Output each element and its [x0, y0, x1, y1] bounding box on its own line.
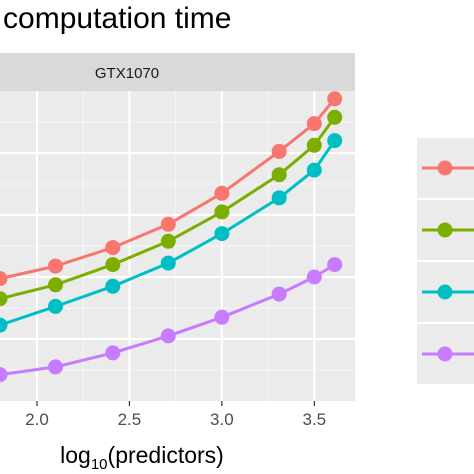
series-point [327, 91, 343, 107]
series-point [48, 277, 63, 293]
legend-key-point [437, 222, 453, 238]
series-point [48, 359, 63, 375]
legend-key-3 [417, 262, 474, 322]
series-point [306, 162, 322, 178]
series-point [306, 116, 322, 132]
x-tick-label: 2.5 [118, 410, 142, 429]
series-point [48, 258, 63, 274]
x-tick-label: 2.0 [25, 410, 49, 429]
series-layer [0, 91, 343, 383]
series-point [214, 309, 230, 325]
series-point [214, 226, 230, 242]
series-3 [0, 133, 343, 333]
series-2 [0, 109, 343, 307]
series-point [214, 185, 230, 201]
series-point [0, 291, 8, 307]
series-point [327, 257, 343, 273]
panel-strip [0, 53, 355, 91]
series-4 [0, 257, 343, 383]
legend-key-point [437, 160, 453, 176]
series-point [0, 271, 8, 287]
series-point [160, 233, 176, 249]
panel-strip-label: GTX1070 [95, 65, 159, 82]
chart-title: o computation time [0, 2, 231, 35]
x-tick-label: 3.5 [303, 410, 327, 429]
series-point [271, 286, 287, 302]
x-axis-title: log10(predictors) [60, 442, 224, 473]
legend-key-point [437, 346, 453, 362]
x-axis-ticks: 2.0 2.5 3.0 3.5 [25, 401, 326, 429]
series-line [0, 116, 336, 301]
series-point [160, 255, 176, 271]
legend [417, 138, 474, 384]
series-point [105, 257, 121, 273]
series-point [0, 317, 8, 333]
series-point [0, 367, 8, 383]
x-axis-title-rest: (predictors) [108, 442, 224, 468]
series-point [327, 133, 343, 149]
legend-key-point [437, 284, 453, 300]
series-point [105, 278, 121, 294]
series-point [105, 240, 121, 256]
legend-key-1 [417, 138, 474, 198]
x-axis-title-subscript: 10 [91, 456, 108, 473]
series-point [271, 143, 287, 159]
series-point [48, 298, 63, 314]
series-point [271, 167, 287, 183]
legend-key-4 [417, 324, 474, 384]
series-point [214, 204, 230, 220]
series-1 [0, 91, 343, 287]
x-tick-label: 3.0 [210, 410, 234, 429]
series-point [105, 345, 121, 361]
series-point [160, 216, 176, 232]
series-point [327, 109, 343, 125]
series-point [306, 269, 322, 285]
series-point [306, 137, 322, 153]
series-point [271, 190, 287, 206]
x-axis-title-main: log [60, 442, 91, 468]
legend-key-2 [417, 200, 474, 260]
series-point [160, 328, 176, 344]
